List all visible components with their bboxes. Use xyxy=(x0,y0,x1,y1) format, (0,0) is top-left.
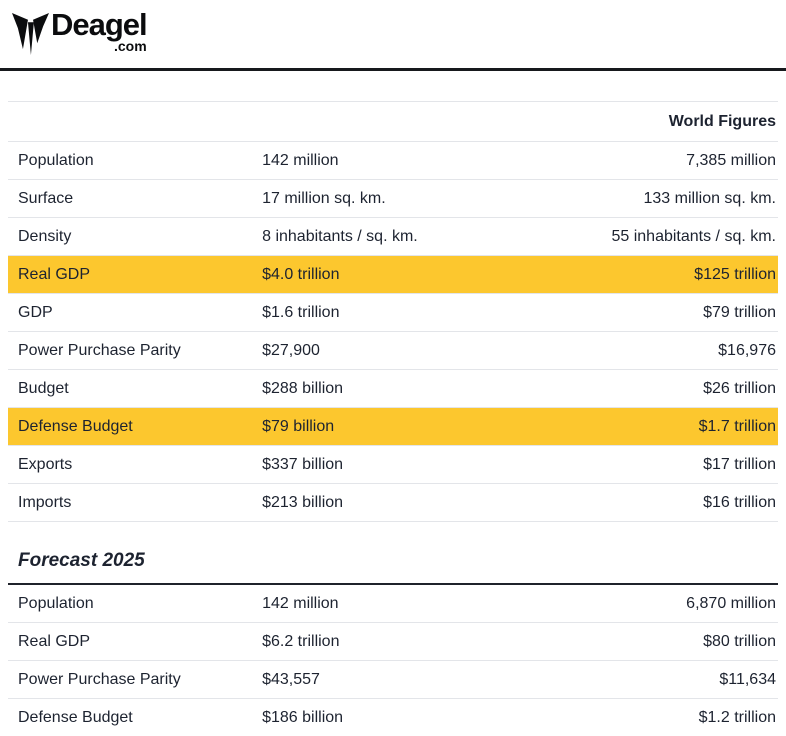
header-spacer-col2 xyxy=(262,102,516,142)
row-country-value: $1.6 trillion xyxy=(262,294,516,332)
row-country-value: $337 billion xyxy=(262,446,516,484)
row-label: Population xyxy=(8,584,262,623)
row-world-value: 133 million sq. km. xyxy=(516,180,778,218)
row-world-value: $11,634 xyxy=(516,661,778,699)
row-country-value: $288 billion xyxy=(262,370,516,408)
table-row: Real GDP$6.2 trillion$80 trillion xyxy=(8,623,778,661)
row-world-value: 6,870 million xyxy=(516,584,778,623)
deagel-trident-icon xyxy=(12,10,49,56)
row-country-value: $43,557 xyxy=(262,661,516,699)
row-country-value: $186 billion xyxy=(262,699,516,736)
row-world-value: $16,976 xyxy=(516,332,778,370)
row-label: Real GDP xyxy=(8,623,262,661)
row-label: Defense Budget xyxy=(8,699,262,736)
world-figures-header: World Figures xyxy=(516,102,778,142)
row-world-value: $79 trillion xyxy=(516,294,778,332)
row-label: Surface xyxy=(8,180,262,218)
row-country-value: $6.2 trillion xyxy=(262,623,516,661)
row-label: Defense Budget xyxy=(8,408,262,446)
header-divider-rule xyxy=(0,68,786,71)
row-label: Exports xyxy=(8,446,262,484)
row-world-value: $80 trillion xyxy=(516,623,778,661)
row-label: Real GDP xyxy=(8,256,262,294)
row-country-value: 142 million xyxy=(262,142,516,180)
row-country-value: $27,900 xyxy=(262,332,516,370)
table-row: Budget$288 billion$26 trillion xyxy=(8,370,778,408)
row-country-value: 17 million sq. km. xyxy=(262,180,516,218)
row-world-value: $17 trillion xyxy=(516,446,778,484)
row-world-value: $26 trillion xyxy=(516,370,778,408)
row-world-value: $1.2 trillion xyxy=(516,699,778,736)
row-country-value: 142 million xyxy=(262,584,516,623)
site-header: Deagel .com xyxy=(0,0,786,68)
row-country-value: $4.0 trillion xyxy=(262,256,516,294)
row-label: GDP xyxy=(8,294,262,332)
row-label: Imports xyxy=(8,484,262,522)
row-world-value: $1.7 trillion xyxy=(516,408,778,446)
row-world-value: $125 trillion xyxy=(516,256,778,294)
table-header-row: World Figures xyxy=(8,102,778,142)
row-country-value: $79 billion xyxy=(262,408,516,446)
row-label: Power Purchase Parity xyxy=(8,332,262,370)
table-row: Real GDP$4.0 trillion$125 trillion xyxy=(8,256,778,294)
row-world-value: 7,385 million xyxy=(516,142,778,180)
row-label: Population xyxy=(8,142,262,180)
row-country-value: $213 billion xyxy=(262,484,516,522)
row-world-value: 55 inhabitants / sq. km. xyxy=(516,218,778,256)
forecast-2025-title: Forecast 2025 xyxy=(18,549,778,572)
header-spacer-col1 xyxy=(8,102,262,142)
row-world-value: $16 trillion xyxy=(516,484,778,522)
row-label: Density xyxy=(8,218,262,256)
table-row: Imports$213 billion$16 trillion xyxy=(8,484,778,522)
table-row: Power Purchase Parity$27,900$16,976 xyxy=(8,332,778,370)
table-row: Power Purchase Parity$43,557$11,634 xyxy=(8,661,778,699)
brand-tld-text: .com xyxy=(114,40,147,53)
deagel-logo[interactable]: Deagel .com xyxy=(12,10,147,56)
table-row: Defense Budget$79 billion$1.7 trillion xyxy=(8,408,778,446)
table-row: GDP$1.6 trillion$79 trillion xyxy=(8,294,778,332)
table-row: Defense Budget$186 billion$1.2 trillion xyxy=(8,699,778,736)
row-label: Power Purchase Parity xyxy=(8,661,262,699)
row-country-value: 8 inhabitants / sq. km. xyxy=(262,218,516,256)
row-label: Budget xyxy=(8,370,262,408)
logo-wordmark: Deagel .com xyxy=(51,10,147,53)
table-row: Exports$337 billion$17 trillion xyxy=(8,446,778,484)
brand-text: Deagel xyxy=(51,10,147,40)
